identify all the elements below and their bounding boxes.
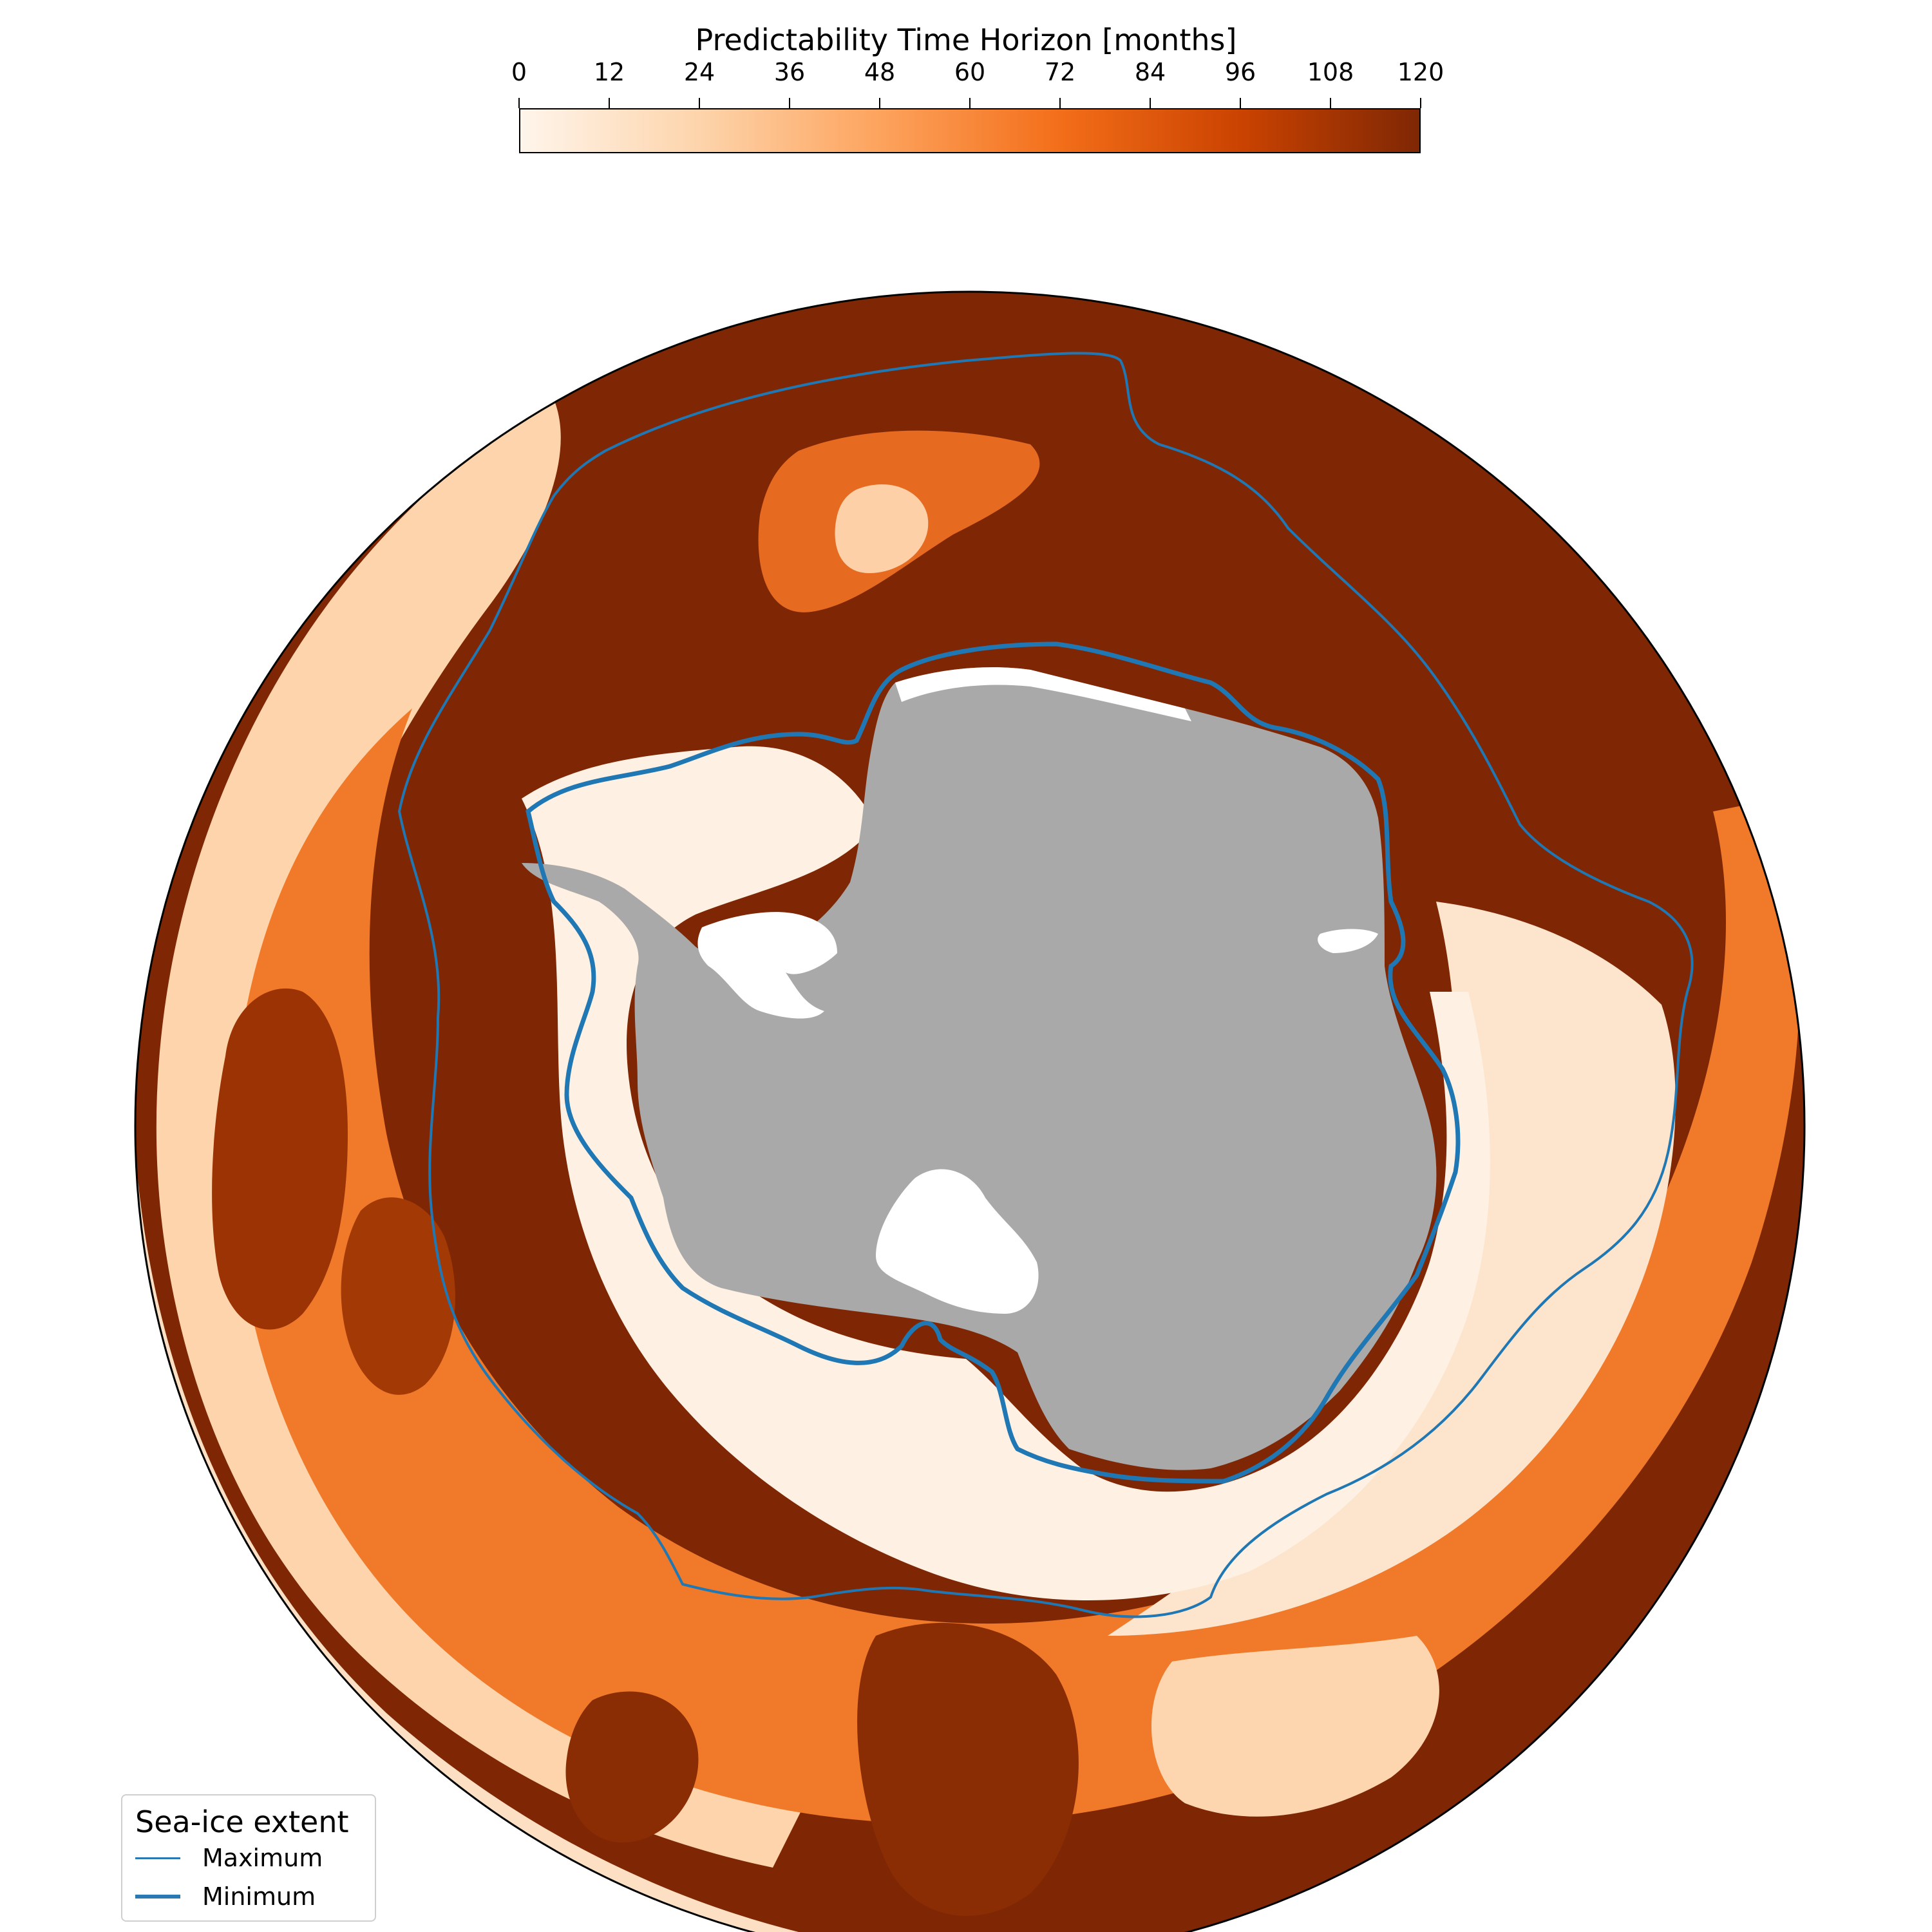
- colorbar-tick-label: 48: [864, 58, 896, 86]
- colorbar-tick-mark: [699, 98, 700, 108]
- colorbar-tick-mark: [609, 98, 610, 108]
- legend-thick-line-swatch: [135, 1895, 180, 1899]
- colorbar-tick-mark: [1330, 98, 1331, 108]
- sea-ice-minimum-contour: [526, 641, 1461, 1484]
- legend-thin-line-swatch: [135, 1857, 180, 1859]
- colorbar-tick-mark: [1420, 98, 1421, 108]
- colorbar-tick-label: 96: [1224, 58, 1256, 86]
- ross-ice-shelf: [876, 1169, 1039, 1314]
- colorbar-tick-label: 12: [593, 58, 625, 86]
- high-predictability-patch: [341, 1197, 455, 1395]
- colorbar-title: Predictability Time Horizon [months]: [695, 23, 1237, 57]
- amery-ice-shelf: [1318, 929, 1378, 953]
- colorbar-tick-label: 72: [1044, 58, 1076, 86]
- colorbar-tick-mark: [969, 98, 971, 108]
- low-predictability-region: [1151, 1636, 1439, 1817]
- legend: Sea-ice extent Maximum Minimum: [121, 1794, 376, 1922]
- high-predictability-patch: [857, 1623, 1079, 1916]
- high-predictability-patch: [212, 988, 348, 1330]
- high-predictability-patch: [565, 1691, 699, 1842]
- colorbar-tick-mark: [879, 98, 880, 108]
- colorbar-tick-label: 84: [1134, 58, 1166, 86]
- colorbar-tick-label: 120: [1397, 58, 1444, 86]
- low-predictability-region: [835, 484, 929, 573]
- colorbar-tick-label: 36: [773, 58, 806, 86]
- colorbar-tick-label: 0: [511, 58, 527, 86]
- antarctica-landmass: [522, 667, 1437, 1470]
- colorbar: [519, 108, 1421, 153]
- legend-label-minimum: Minimum: [202, 1882, 316, 1911]
- weddell-ice-shelf: [697, 912, 837, 1019]
- colorbar-tick-mark: [1150, 98, 1151, 108]
- colorbar-tick-mark: [1240, 98, 1241, 108]
- map-boundary: [134, 290, 1806, 1932]
- colorbar-tick-label: 24: [683, 58, 715, 86]
- colorbar-tick-label: 108: [1307, 58, 1354, 86]
- colorbar-tick-label: 60: [954, 58, 986, 86]
- colorbar-tick-mark: [1059, 98, 1061, 108]
- colorbar-tick-mark: [518, 98, 520, 108]
- sea-ice-maximum-contour: [397, 352, 1694, 1618]
- near-coast-low-predictability: [522, 746, 1490, 1600]
- legend-label-maximum: Maximum: [202, 1844, 323, 1872]
- colorbar-tick-mark: [789, 98, 790, 108]
- legend-title: Sea-ice extent: [135, 1804, 349, 1839]
- map-content: [135, 292, 1804, 1932]
- coastal-ice: [895, 667, 1191, 721]
- low-predictability-region: [1108, 902, 1676, 1636]
